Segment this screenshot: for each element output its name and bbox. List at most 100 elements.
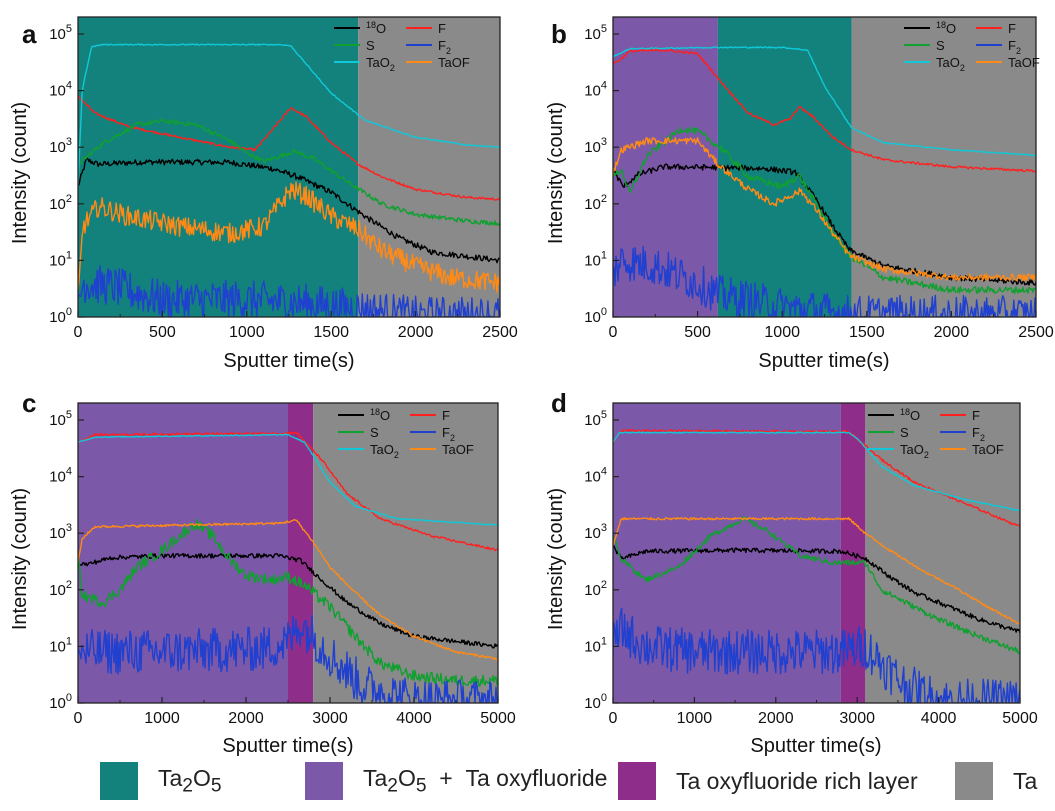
- x-tick-label: 0: [609, 324, 618, 341]
- series-line-18o: [78, 157, 500, 264]
- chart-panel-a: 0 500 1000 1500 2000 2500 100 101 102 103 104 105 Sp…: [9, 16, 518, 372]
- y-tick-label: 105: [584, 23, 607, 43]
- series-legend: 18O F S F2 TaO2 TaOF: [868, 407, 1004, 460]
- y-tick-label: 100: [49, 306, 72, 326]
- legend-label-f2: F2: [1008, 38, 1021, 56]
- x-tick-label: 1000: [764, 324, 800, 341]
- x-tick-label: 500: [684, 324, 711, 341]
- region-legend: Ta2O5 Ta2O5 + Ta oxyfluoride Ta oxyfluor…: [0, 756, 1055, 806]
- legend-label-18o: 18O: [936, 20, 956, 36]
- x-tick-label: 3000: [839, 710, 875, 727]
- legend-label-tao2: TaO2: [936, 55, 965, 73]
- chart-panel-d: 0 1000 2000 3000 4000 5000 100 101 102 103 104 105 S…: [545, 388, 1038, 756]
- y-tick-label: 102: [584, 193, 607, 213]
- x-tick-label: 3000: [312, 710, 348, 727]
- region-legend-item: Ta2O5 + Ta oxyfluoride: [305, 762, 607, 800]
- series-legend: 18O F S F2 TaO2 TaOF: [338, 407, 474, 460]
- y-axis-title: Intensity (count): [9, 102, 31, 244]
- legend-label-tao2: TaO2: [900, 442, 929, 460]
- x-tick-label: 2500: [1018, 324, 1054, 341]
- y-tick-label: 104: [584, 466, 607, 486]
- region-band: [865, 403, 1020, 703]
- y-tick-label: 103: [584, 136, 607, 156]
- panel-label: c: [22, 388, 36, 418]
- legend-label-18o: 18O: [370, 407, 390, 423]
- x-tick-label: 5000: [480, 710, 516, 727]
- x-axis-title: Sputter time(s): [223, 350, 354, 372]
- figure: 0 500 1000 1500 2000 2500100101102103104105Sp…: [9, 16, 1054, 756]
- x-tick-label: 2000: [758, 710, 794, 727]
- y-tick-label: 100: [584, 306, 607, 326]
- x-axis-title: Sputter time(s): [750, 735, 881, 756]
- legend-label-f2: F2: [438, 38, 451, 56]
- x-tick-label: 2000: [228, 710, 264, 727]
- series-line-tao2: [78, 43, 500, 187]
- region-swatch-ta2o5: [100, 762, 138, 800]
- x-tick-label: 0: [609, 710, 618, 727]
- legend-label-s: S: [366, 38, 375, 53]
- y-tick-label: 105: [49, 409, 72, 429]
- series-line-taof: [78, 181, 500, 293]
- y-tick-label: 103: [584, 522, 607, 542]
- x-axis-title: Sputter time(s): [758, 350, 889, 372]
- legend-label-f2: F2: [442, 425, 455, 443]
- y-tick-label: 101: [49, 249, 72, 269]
- legend-label-f: F: [1008, 21, 1016, 36]
- region-label-ta: Ta: [1013, 767, 1038, 794]
- y-tick-label: 103: [49, 136, 72, 156]
- y-tick-label: 100: [584, 692, 607, 712]
- x-tick-label: 2000: [934, 324, 970, 341]
- panel-label: d: [551, 388, 567, 418]
- y-tick-label: 105: [49, 23, 72, 43]
- series-line-tao2: [613, 46, 1036, 157]
- x-tick-label: 0: [74, 324, 83, 341]
- panel-label: b: [551, 19, 567, 49]
- series-line-taof: [613, 137, 1036, 282]
- region-legend-item: Ta oxyfluoride rich layer: [618, 762, 918, 800]
- legend-label-taof: TaOF: [1008, 55, 1040, 70]
- x-tick-label: 1000: [229, 324, 265, 341]
- legend-label-18o: 18O: [900, 407, 920, 423]
- x-axis-title: Sputter time(s): [222, 735, 353, 756]
- series-line-f2: [613, 607, 1020, 703]
- series-legend: 18O F S F2 TaO2 TaOF: [334, 20, 470, 73]
- legend-label-taof: TaOF: [972, 442, 1004, 457]
- series-line-s: [78, 518, 498, 687]
- chart-panel-c: 0 1000 2000 3000 4000 5000 100 101 102 103 104 105 S…: [9, 388, 516, 756]
- y-tick-label: 101: [584, 635, 607, 655]
- series-legend: 18O F S F2 TaO2 TaOF: [904, 20, 1040, 73]
- legend-label-taof: TaOF: [438, 55, 470, 70]
- region-swatch-ta2o5-oxyfluoride: [305, 762, 343, 800]
- legend-label-s: S: [370, 425, 379, 440]
- y-tick-label: 101: [49, 635, 72, 655]
- x-tick-label: 1000: [677, 710, 713, 727]
- series-line-s: [613, 515, 1020, 655]
- x-tick-label: 4000: [396, 710, 432, 727]
- y-tick-label: 101: [584, 249, 607, 269]
- x-tick-label: 4000: [921, 710, 957, 727]
- legend-label-18o: 18O: [366, 20, 386, 36]
- region-band: [78, 17, 359, 317]
- y-tick-label: 104: [49, 466, 72, 486]
- series-line-f: [78, 431, 498, 552]
- legend-label-s: S: [936, 38, 945, 53]
- region-legend-item: Ta: [955, 762, 1037, 800]
- x-tick-label: 1500: [849, 324, 885, 341]
- series-line-f: [78, 94, 500, 201]
- legend-label-f: F: [972, 408, 980, 423]
- y-tick-label: 103: [49, 522, 72, 542]
- y-tick-label: 105: [584, 409, 607, 429]
- series-line-f: [613, 48, 1036, 173]
- x-tick-label: 2000: [398, 324, 434, 341]
- y-tick-label: 104: [49, 80, 72, 100]
- series-line-f2: [613, 245, 1036, 317]
- series-line-tao2: [78, 433, 498, 526]
- series-line-f2: [78, 614, 498, 703]
- series-line-taof: [613, 516, 1020, 625]
- legend-label-f: F: [438, 21, 446, 36]
- x-tick-label: 2500: [482, 324, 518, 341]
- x-tick-label: 5000: [1002, 710, 1038, 727]
- y-axis-title: Intensity (count): [9, 488, 31, 630]
- y-tick-label: 102: [584, 579, 607, 599]
- chart-panel-b: 0 500 1000 1500 2000 2500 100 101 102 103 104 105 Sp…: [545, 16, 1054, 372]
